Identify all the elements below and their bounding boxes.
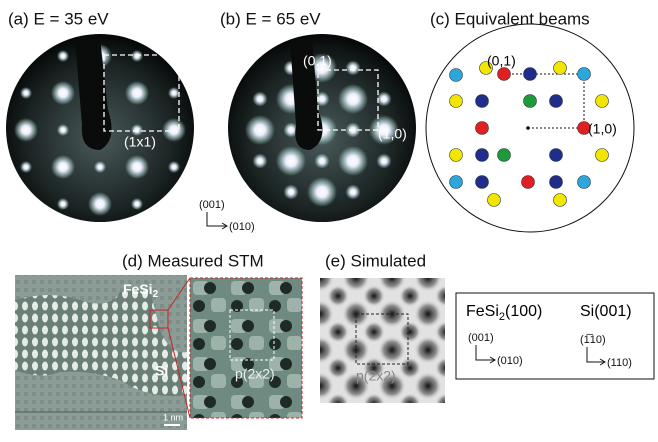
beam-dot (596, 95, 609, 108)
cell-label: p(2x2) (356, 368, 396, 384)
axis-indicator: (001) (010) (199, 199, 255, 233)
beam-label: (0,1) (487, 53, 516, 69)
beam-dot (554, 62, 567, 75)
beam-dot (476, 149, 489, 162)
spot (338, 146, 368, 176)
spot (51, 155, 75, 179)
beam-dot (450, 176, 463, 189)
spot (125, 155, 149, 179)
beam-dot (488, 194, 501, 207)
beam-dot (524, 68, 537, 81)
beam-dot (550, 176, 563, 189)
beam-dot (476, 122, 489, 135)
stm-image (15, 275, 187, 430)
spot (14, 118, 38, 142)
region-label: Si (155, 363, 168, 379)
orientation-legend: FeSi2(100) Si(001) (001) (010) (1̅10) (1… (456, 293, 654, 379)
beam-dot (554, 194, 567, 207)
axis-label: (1̅10) (580, 334, 606, 346)
spot (94, 161, 106, 173)
beam-label: (0,1) (303, 53, 332, 69)
spot (245, 115, 275, 145)
spot (253, 154, 268, 169)
spot (20, 87, 32, 99)
beam-dot (498, 68, 511, 81)
beam-dot (498, 149, 511, 162)
spot (57, 124, 69, 136)
spot (162, 118, 186, 142)
spot (284, 185, 299, 200)
spot (88, 192, 112, 216)
spot (125, 81, 149, 105)
beam-dot (450, 95, 463, 108)
spot (346, 185, 361, 200)
beam-dot (476, 95, 489, 108)
beam-dot (578, 68, 591, 81)
cell-label: (1x1) (124, 134, 156, 150)
scale-label: 1 nm (163, 412, 183, 422)
spot (307, 177, 337, 207)
axis-label: (110) (607, 357, 632, 369)
figure: (a) E = 35 eV (1x1) (b) E = 65 eV (0,1) … (0, 0, 658, 437)
beam-dot (524, 95, 537, 108)
spot (57, 198, 69, 210)
panel-title: (b) E = 65 eV (220, 9, 321, 28)
axis-label: (001) (199, 199, 225, 211)
spot (276, 146, 306, 176)
beam-dot (450, 149, 463, 162)
spot (315, 154, 330, 169)
spot (20, 161, 32, 173)
label-subscript: 2 (153, 289, 159, 300)
material-label: Si(001) (580, 303, 632, 320)
spot (131, 198, 143, 210)
beam-dot (578, 176, 591, 189)
spot (338, 84, 368, 114)
label-part: FeSi (466, 303, 499, 320)
simulated-image (320, 278, 445, 403)
beam-dot (450, 69, 463, 82)
label-part: (100) (505, 303, 542, 320)
beam-dot (476, 176, 489, 189)
axis-label: (010) (497, 355, 523, 367)
beam-dot (550, 149, 563, 162)
beam-dot (522, 176, 535, 189)
spot (131, 50, 143, 62)
leed-pattern-a (6, 34, 194, 222)
spot (377, 154, 392, 169)
spot (51, 81, 75, 105)
beam-dot (550, 95, 563, 108)
spot (57, 50, 69, 62)
axis-label: (001) (468, 332, 494, 344)
beam-dot (596, 149, 609, 162)
spot (168, 87, 180, 99)
spot (168, 161, 180, 173)
spot (377, 92, 392, 107)
panel-title: (d) Measured STM (122, 251, 264, 270)
axis-label: (010) (229, 221, 255, 233)
beam-label: (1,0) (378, 126, 407, 142)
material-label: FeSi2(100) (466, 303, 542, 323)
panel-title: (e) Simulated (325, 251, 426, 270)
label-part: FeSi (123, 281, 153, 297)
panel-title: (a) E = 35 eV (8, 9, 109, 28)
spot (346, 61, 361, 76)
spot (253, 92, 268, 107)
beam-label: (1,0) (588, 121, 617, 137)
stm-zoom (168, 278, 302, 418)
cell-label: p(2x2) (235, 366, 275, 382)
